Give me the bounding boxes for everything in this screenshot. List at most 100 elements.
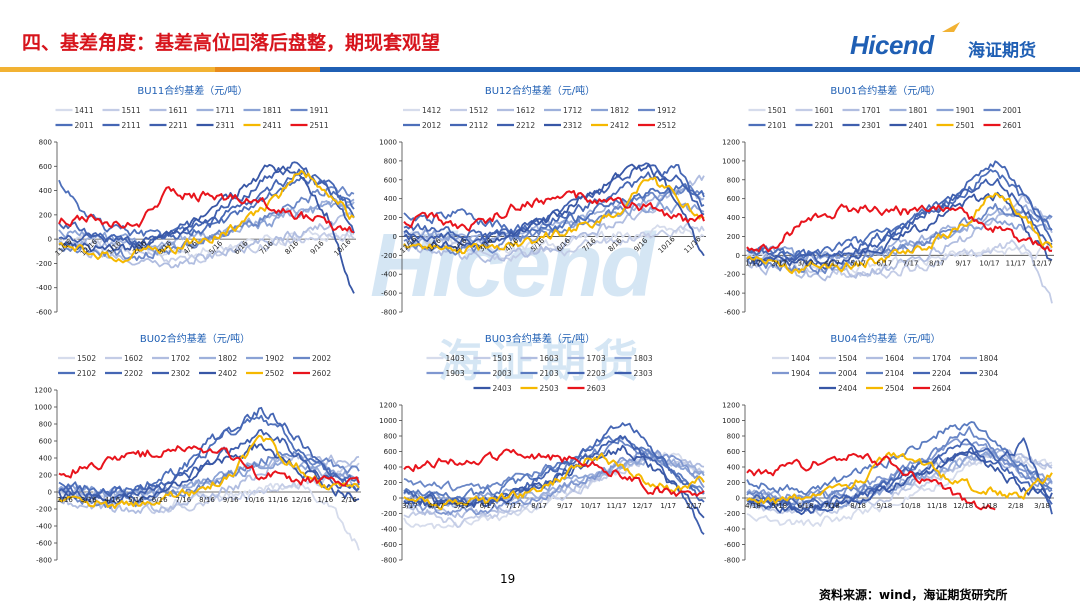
chart-5-series-2404 <box>746 450 1053 516</box>
chart-3-xtick-label-12: 2/16 <box>341 496 357 504</box>
chart-4-ytick-label-0: 0 <box>393 495 397 503</box>
chart-2-xtick-label-6: 7/17 <box>903 259 919 267</box>
chart-3-xtick-label-0: 2/16 <box>57 496 73 504</box>
stripe-segment-3 <box>320 67 1080 72</box>
slide-title: 四、基差角度：基差高位回落后盘整，期现套观望 <box>22 32 441 54</box>
chart-3-legend-label-1602: 1602 <box>124 354 143 363</box>
chart-1-legend-label-1612: 1612 <box>516 106 535 115</box>
chart-1-legend-label-2312: 2312 <box>563 121 582 130</box>
chart-5-xtick-label-9: 1/18 <box>982 502 998 510</box>
chart-3-ytick-label--400: -400 <box>36 523 52 531</box>
chart-2-xtick-label-1: 2/17 <box>771 259 787 267</box>
chart-5-xtick-label-6: 10/18 <box>901 502 921 510</box>
chart-0-xtick-label-10: 9/16 <box>309 239 326 256</box>
chart-4-xtick-label-5: 8/17 <box>531 502 547 510</box>
chart-5-ytick-label--400: -400 <box>724 526 740 534</box>
chart-4-xtick-label-4: 7/17 <box>505 502 521 510</box>
chart-3-ytick-label-400: 400 <box>39 455 52 463</box>
chart-5-xtick-label-2: 6/18 <box>798 502 814 510</box>
chart-1-legend-label-1712: 1712 <box>563 106 582 115</box>
chart-5-xtick-label-8: 12/18 <box>953 502 973 510</box>
chart-1-legend-label-2112: 2112 <box>469 121 488 130</box>
chart-5-xtick-label-1: 5/18 <box>771 502 787 510</box>
chart-4-ytick-label-600: 600 <box>384 448 397 456</box>
chart-0-ytick-label-800: 800 <box>39 139 52 147</box>
chart-3-legend-label-1802: 1802 <box>218 354 237 363</box>
chart-4-xtick-label-11: 2/17 <box>686 502 702 510</box>
chart-5-xtick-label-10: 2/18 <box>1008 502 1024 510</box>
chart-2-ytick-label--600: -600 <box>724 309 740 317</box>
chart-4-xtick-label-9: 12/17 <box>632 502 652 510</box>
chart-3-xtick-label-4: 6/16 <box>152 496 168 504</box>
logo-text-cn: 海证期货 <box>968 41 1036 61</box>
chart-bu03: BU03合约基差（元/吨） 1403 1503 1603 1703 1803 1903 200… <box>379 332 706 565</box>
chart-3-ytick-label-600: 600 <box>39 438 52 446</box>
chart-2-xtick-label-4: 5/17 <box>850 259 866 267</box>
chart-1-series-2312 <box>403 163 705 257</box>
chart-3-series-2302 <box>58 429 360 502</box>
chart-2-ytick-label-400: 400 <box>727 214 740 222</box>
chart-3-xtick-label-6: 8/16 <box>199 496 215 504</box>
chart-5-legend-label-2604: 2604 <box>932 384 951 393</box>
chart-2-series-2501 <box>746 192 1053 275</box>
chart-3-xtick-label-11: 1/16 <box>317 496 333 504</box>
chart-1-ytick-label-200: 200 <box>384 214 397 222</box>
chart-0-legend-label-2511: 2511 <box>310 121 329 130</box>
chart-0-legend-label-2111: 2111 <box>122 121 141 130</box>
chart-0-legend-label-2211: 2211 <box>169 121 188 130</box>
chart-0-series-1611 <box>58 211 355 269</box>
chart-0-series-2211 <box>58 161 355 250</box>
chart-1-ytick-label-1000: 1000 <box>379 139 397 147</box>
chart-3-legend-label-1902: 1902 <box>265 354 284 363</box>
chart-0-ytick-label-400: 400 <box>39 187 52 195</box>
chart-2-title: BU01合约基差（元/吨） <box>830 84 940 97</box>
chart-0-series-2411 <box>58 169 355 264</box>
chart-1-ytick-label--800: -800 <box>381 309 397 317</box>
chart-5-series-2304 <box>746 437 1053 515</box>
chart-0-legend-label-2011: 2011 <box>75 121 94 130</box>
chart-4-ytick-label-1200: 1200 <box>379 402 397 410</box>
chart-0-ytick-label--400: -400 <box>36 284 52 292</box>
chart-3-xtick-label-8: 10/16 <box>244 496 265 504</box>
chart-0-legend-label-1511: 1511 <box>122 106 141 115</box>
chart-1-ytick-label--400: -400 <box>381 271 397 279</box>
chart-2-xtick-label-8: 9/17 <box>955 259 971 267</box>
chart-1-ytick-label-800: 800 <box>384 157 397 165</box>
chart-4-ytick-label--800: -800 <box>381 557 397 565</box>
chart-1-legend-label-2512: 2512 <box>657 121 676 130</box>
chart-0-ytick-label--600: -600 <box>36 309 52 317</box>
chart-3-xtick-label-3: 5/16 <box>128 496 144 504</box>
chart-5-legend-label-1904: 1904 <box>791 369 810 378</box>
chart-5-xtick-label-3: 7/18 <box>824 502 840 510</box>
chart-2-series-2601 <box>746 203 1053 253</box>
chart-3-series-2602 <box>58 445 360 487</box>
chart-0-legend-label-1911: 1911 <box>310 106 329 115</box>
chart-5-ytick-label-800: 800 <box>727 433 740 441</box>
chart-0-series-2511 <box>58 186 355 234</box>
chart-4-ytick-label-200: 200 <box>384 479 397 487</box>
chart-3-legend-label-2202: 2202 <box>124 369 143 378</box>
chart-bu12: BU12合约基差（元/吨） 1412 1512 1612 1712 1812 1912 201… <box>379 84 706 317</box>
chart-3-ytick-label-1000: 1000 <box>34 404 52 412</box>
chart-1-series-2512 <box>403 190 705 232</box>
chart-5-ytick-label--600: -600 <box>724 541 740 549</box>
chart-4-ytick-label-1000: 1000 <box>379 417 397 425</box>
chart-5-legend-label-1404: 1404 <box>791 354 810 363</box>
chart-3-ytick-label-0: 0 <box>48 489 52 497</box>
chart-4-legend-label-1503: 1503 <box>493 354 512 363</box>
chart-1-ytick-label-0: 0 <box>393 233 397 241</box>
chart-1-ytick-label-600: 600 <box>384 176 397 184</box>
chart-3-xtick-label-2: 4/16 <box>104 496 120 504</box>
chart-4-legend-label-2003: 2003 <box>493 369 512 378</box>
chart-4-ytick-label--600: -600 <box>381 541 397 549</box>
chart-2-legend-label-2401: 2401 <box>909 121 928 130</box>
stripe-segment-2 <box>215 67 320 72</box>
chart-0-legend-label-2311: 2311 <box>216 121 235 130</box>
chart-0-legend-label-2411: 2411 <box>263 121 282 130</box>
chart-2-legend-label-2601: 2601 <box>1003 121 1022 130</box>
chart-4-series-2203 <box>403 422 705 506</box>
chart-2-ytick-label-1000: 1000 <box>722 157 740 165</box>
chart-1-series-2412 <box>403 176 705 255</box>
chart-5-series-2204 <box>746 438 1053 508</box>
chart-1-legend-label-2212: 2212 <box>516 121 535 130</box>
